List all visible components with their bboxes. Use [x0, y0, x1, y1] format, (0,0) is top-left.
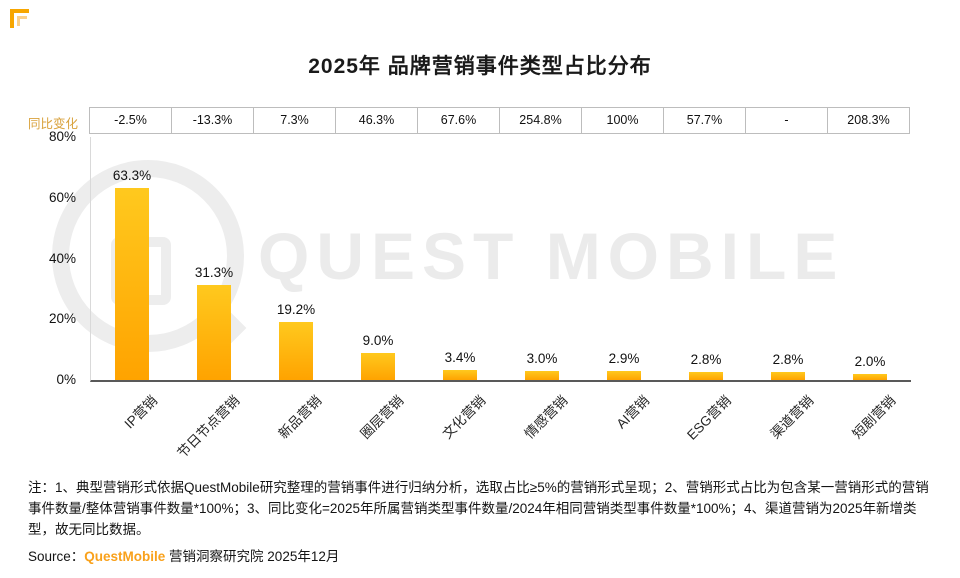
yoy-cell: 254.8% [499, 107, 582, 134]
y-tick-label: 40% [48, 250, 76, 266]
yoy-cell: 100% [581, 107, 664, 134]
bar-value-label: 2.0% [854, 353, 886, 369]
bar-column: 63.3% [91, 137, 173, 380]
x-tick-label: 短剧营销 [849, 392, 899, 442]
bar [115, 187, 149, 380]
x-tick-label: 节日节点营销 [174, 392, 243, 461]
yoy-cell: 67.6% [417, 107, 500, 134]
corner-decoration [10, 9, 29, 28]
yoy-cell: 46.3% [335, 107, 418, 134]
bar-value-label: 3.0% [526, 350, 558, 366]
bar-column: 2.8% [665, 137, 747, 380]
bar-column: 3.0% [501, 137, 583, 380]
x-tick-label: 情感营销 [521, 392, 571, 442]
bar-value-label: 2.8% [772, 351, 804, 367]
y-tick-label: 60% [48, 189, 76, 205]
bar [443, 369, 477, 380]
bar-value-label: 2.9% [608, 351, 640, 367]
x-tick-label: ESG营销 [684, 392, 735, 443]
watermark-text: QUEST MOBILE [258, 219, 845, 293]
bar-column: 2.0% [829, 137, 911, 380]
x-axis-labels: IP营销 节日节点营销 新品营销 圈层营销 文化营销 情感营销 AI营销 ESG营销 渠道营销短… [90, 382, 910, 477]
source-suffix: 营销洞察研究院 2025年12月 [165, 549, 340, 564]
x-label-column: 圈层营销 [336, 382, 418, 477]
bar [525, 370, 559, 380]
yoy-cell: - [745, 107, 828, 134]
bar-column: 31.3% [173, 137, 255, 380]
x-tick-label: 渠道营销 [767, 392, 817, 442]
bar-value-label: 3.4% [444, 349, 476, 365]
bar-column: 9.0% [337, 137, 419, 380]
bar [361, 352, 395, 380]
source-line: Source：QuestMobile 营销洞察研究院 2025年12月 [28, 545, 339, 565]
plot-area: 63.3% 31.3% 19.2% 9.0% 3.4% 3.0% 2.9% 2.8% 2.8% 2… [90, 137, 911, 382]
y-tick-label: 20% [48, 311, 76, 327]
yoy-cell: 57.7% [663, 107, 746, 134]
bar-column: 19.2% [255, 137, 337, 380]
x-label-column: 情感营销 [500, 382, 582, 477]
bar-column: 2.9% [583, 137, 665, 380]
bar [607, 371, 641, 380]
x-tick-label: AI营销 [613, 392, 653, 432]
x-tick-label: IP营销 [121, 392, 161, 432]
bar [279, 321, 313, 380]
y-tick-label: 0% [56, 372, 76, 387]
bar [689, 371, 723, 380]
x-label-column: 新品营销 [254, 382, 336, 477]
x-label-column: AI营销 [582, 382, 664, 477]
bar-value-label: 19.2% [276, 301, 316, 317]
yoy-cell: 7.3% [253, 107, 336, 134]
source-brand: QuestMobile [84, 549, 166, 564]
y-axis: 80% 60% 40% 20% 0% [0, 129, 84, 387]
x-label-column: 节日节点营销 [172, 382, 254, 477]
bar-value-label: 31.3% [194, 264, 234, 280]
bar [197, 284, 231, 380]
x-label-column: IP营销 [90, 382, 172, 477]
x-tick-label: 文化营销 [439, 392, 489, 442]
yoy-axis-label: 同比变化 [28, 117, 79, 131]
y-tick-label: 80% [48, 129, 76, 144]
yoy-row: -2.5% -13.3% 7.3% 46.3% 67.6% 254.8% 100% 57.7%… [89, 107, 910, 134]
x-label-column: 短剧营销 [828, 382, 910, 477]
x-label-column: 渠道营销 [746, 382, 828, 477]
notes-text: 注：1、典型营销形式依据QuestMobile研究整理的营销事件进行归纳分析，选… [28, 480, 929, 537]
x-label-column: ESG营销 [664, 382, 746, 477]
bar-value-label: 63.3% [112, 167, 152, 183]
bar-column: 3.4% [419, 137, 501, 380]
bar-value-label: 2.8% [690, 351, 722, 367]
x-tick-label: 新品营销 [275, 392, 325, 442]
source-prefix: Source： [28, 549, 85, 564]
bar [771, 371, 805, 380]
bars-container: 63.3% 31.3% 19.2% 9.0% 3.4% 3.0% 2.9% 2.8% 2.8% 2… [91, 137, 911, 380]
x-label-column: 文化营销 [418, 382, 500, 477]
bar-value-label: 9.0% [362, 332, 394, 348]
yoy-cell: -13.3% [171, 107, 254, 134]
bar-column: 2.8% [747, 137, 829, 380]
yoy-cell: 208.3% [827, 107, 910, 134]
bar [853, 373, 887, 380]
yoy-cell: -2.5% [89, 107, 172, 134]
x-tick-label: 圈层营销 [357, 392, 407, 442]
chart-title: 2025年 品牌营销事件类型占比分布 [308, 55, 652, 78]
